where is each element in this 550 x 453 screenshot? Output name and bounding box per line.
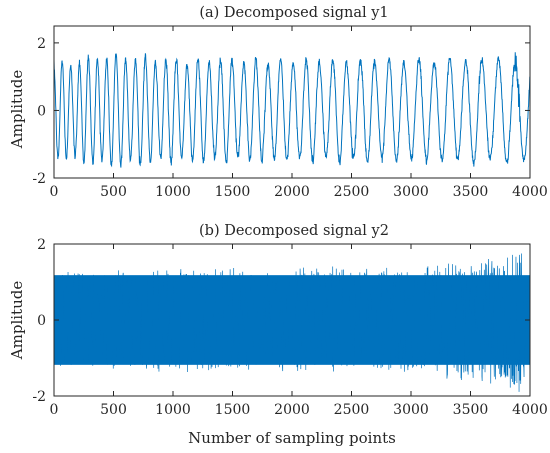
panel-b-xtick-label: 0	[50, 402, 59, 418]
panel-b-xlabel: Number of sampling points	[188, 429, 396, 447]
panel-a-xtick-label: 2500	[334, 184, 370, 200]
panel-a-xtick-label: 500	[100, 184, 127, 200]
panel-b-xtick-label: 3500	[453, 402, 489, 418]
panel-a-ylabel: Amplitude	[8, 70, 26, 150]
panel-a-xtick-label: 3500	[453, 184, 489, 200]
panel-b-xtick-label: 1500	[215, 402, 251, 418]
panel-b-series-line	[54, 253, 530, 392]
panel-b-ytick-label: 2	[37, 237, 46, 253]
panel-a-xtick-label: 1500	[215, 184, 251, 200]
panel-a-xtick-label: 1000	[155, 184, 191, 200]
panel-b: (b) Decomposed signal y2 Amplitude 0 500 1…	[8, 223, 548, 447]
panel-a-xtick-label: 2000	[274, 184, 310, 200]
panel-a-xtick-label: 0	[50, 184, 59, 200]
panel-a-ytick-label: -2	[32, 171, 46, 187]
panel-a-ytick-label: 2	[37, 36, 46, 52]
panel-a-xtick-label: 4000	[512, 184, 548, 200]
panel-a-series-line	[54, 52, 530, 168]
panel-b-xtick-label: 1000	[155, 402, 191, 418]
panel-a: (a) Decomposed signal y1 Amplitude 0 500 1…	[8, 5, 548, 200]
panel-a-xtick-label: 3000	[393, 184, 429, 200]
panel-b-ylabel: Amplitude	[8, 281, 26, 361]
panel-a-title: (a) Decomposed signal y1	[199, 5, 388, 21]
panel-b-xtick-label: 4000	[512, 402, 548, 418]
panel-b-xtick-label: 2500	[334, 402, 370, 418]
panel-b-ticks: 0 500 1000 1500 2000 2500 3000 3500 4000-202	[32, 237, 547, 418]
panel-a-ytick-label: 0	[37, 103, 46, 119]
panel-b-xtick-label: 3000	[393, 402, 429, 418]
panel-b-ytick-label: 0	[37, 313, 46, 329]
panel-b-xtick-label: 500	[100, 402, 127, 418]
panel-b-xtick-label: 2000	[274, 402, 310, 418]
panel-a-ticks: 0 500 1000 1500 2000 2500 3000 3500 4000-202	[32, 26, 548, 200]
panel-b-title: (b) Decomposed signal y2	[199, 223, 389, 239]
panel-b-ytick-label: -2	[32, 389, 46, 405]
panel-a-plot-area	[54, 52, 530, 168]
panel-b-plot-area	[54, 253, 530, 392]
